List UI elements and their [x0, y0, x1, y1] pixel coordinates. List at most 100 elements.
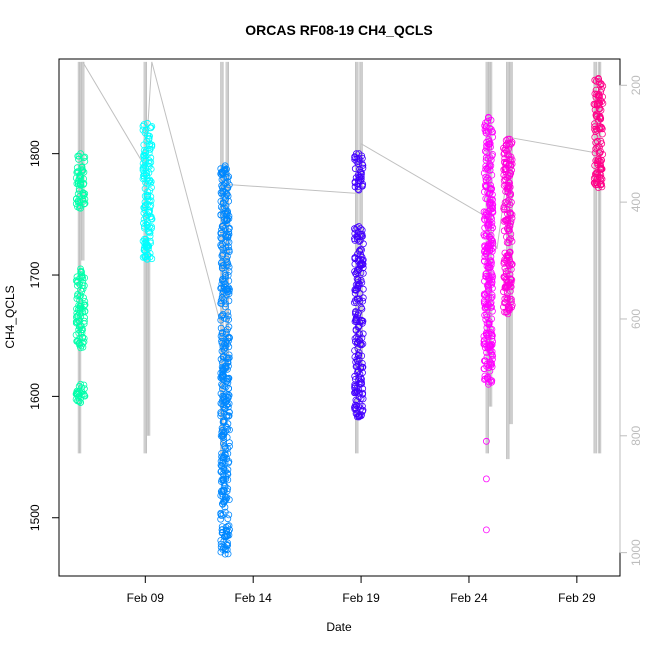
y-tick-label: 1800: [28, 140, 42, 167]
x-tick-label: Feb 14: [235, 591, 273, 605]
data-point: [144, 245, 152, 253]
data-point: [359, 407, 367, 415]
data-point: [354, 283, 362, 291]
data-point: [482, 127, 490, 135]
data-point: [502, 146, 510, 154]
data-point: [505, 185, 513, 192]
data-point: [505, 306, 513, 314]
data-point: [595, 149, 603, 157]
data-point: [507, 210, 515, 218]
x-axis-label: Date: [326, 620, 352, 634]
data-point: [353, 158, 361, 166]
data-point: [222, 545, 229, 553]
data-point: [503, 252, 511, 260]
data-point: [504, 219, 512, 227]
data-point: [355, 389, 363, 397]
data-point: [481, 122, 489, 130]
data-point: [218, 363, 226, 371]
data-point: [483, 148, 491, 156]
data-point: [217, 457, 225, 465]
data-point: [218, 487, 226, 495]
data-point: [595, 78, 603, 86]
data-point: [351, 381, 359, 389]
data-point: [355, 247, 363, 255]
data-point: [220, 372, 228, 380]
data-point: [355, 330, 363, 337]
data-point: [481, 224, 489, 232]
data-point: [220, 436, 228, 443]
data-point: [591, 76, 599, 84]
data-point: [358, 305, 366, 313]
data-point: [146, 232, 154, 240]
data-point: [501, 298, 509, 306]
data-point: [357, 276, 365, 284]
y-tick-label: 1500: [28, 504, 42, 531]
data-point: [217, 410, 225, 418]
data-point: [484, 380, 492, 388]
data-point: [483, 230, 491, 238]
data-point: [355, 349, 363, 357]
data-point: [139, 253, 147, 261]
data-point: [351, 405, 359, 413]
data-point: [501, 295, 509, 303]
data-point: [488, 236, 496, 244]
data-point: [481, 344, 489, 352]
data-point: [222, 179, 229, 187]
data-point: [355, 256, 363, 264]
data-point: [142, 152, 150, 159]
data-point: [481, 232, 489, 240]
data-point: [357, 225, 365, 233]
data-point: [351, 165, 359, 173]
data-point: [482, 437, 490, 445]
data-point: [480, 340, 488, 348]
data-point: [225, 459, 232, 467]
data-point: [592, 128, 600, 135]
data-point: [140, 156, 148, 164]
data-point: [145, 135, 153, 143]
data-point: [505, 172, 513, 180]
data-point: [222, 337, 230, 345]
data-point: [221, 467, 229, 475]
data-point: [506, 183, 514, 191]
data-point: [140, 215, 148, 223]
data-point: [508, 301, 516, 309]
y2-axis: 200 400 600 800 1000: [619, 75, 643, 566]
data-point: [220, 216, 228, 224]
data-point: [358, 319, 366, 327]
data-point: [595, 75, 602, 82]
data-point: [483, 216, 491, 223]
data-point: [488, 307, 496, 315]
data-point: [352, 174, 360, 182]
data-point: [506, 248, 514, 256]
data-point: [76, 334, 83, 342]
data-point: [217, 284, 225, 292]
data-point: [221, 487, 229, 494]
chart-title: ORCAS RF08-19 CH4_QCLS: [245, 22, 433, 38]
data-point: [72, 200, 80, 208]
data-point: [220, 465, 228, 473]
data-point: [218, 222, 226, 230]
data-point: [219, 312, 226, 320]
data-point: [77, 302, 85, 310]
data-point: [222, 303, 229, 311]
data-point: [486, 189, 494, 197]
data-point: [482, 123, 490, 131]
data-point: [221, 503, 229, 511]
data-point: [487, 226, 495, 234]
data-point: [224, 522, 232, 530]
data-point: [77, 150, 84, 158]
data-point: [217, 543, 225, 551]
data-point: [224, 515, 232, 523]
data-point: [219, 431, 227, 439]
data-point: [485, 286, 493, 294]
data-point: [480, 299, 488, 306]
data-point: [355, 150, 363, 158]
data-point: [489, 338, 497, 345]
data-point: [481, 181, 489, 189]
data-point: [72, 174, 80, 182]
data-point: [355, 413, 363, 421]
data-point: [75, 322, 83, 330]
data-point: [355, 237, 363, 245]
data-point: [148, 141, 156, 149]
